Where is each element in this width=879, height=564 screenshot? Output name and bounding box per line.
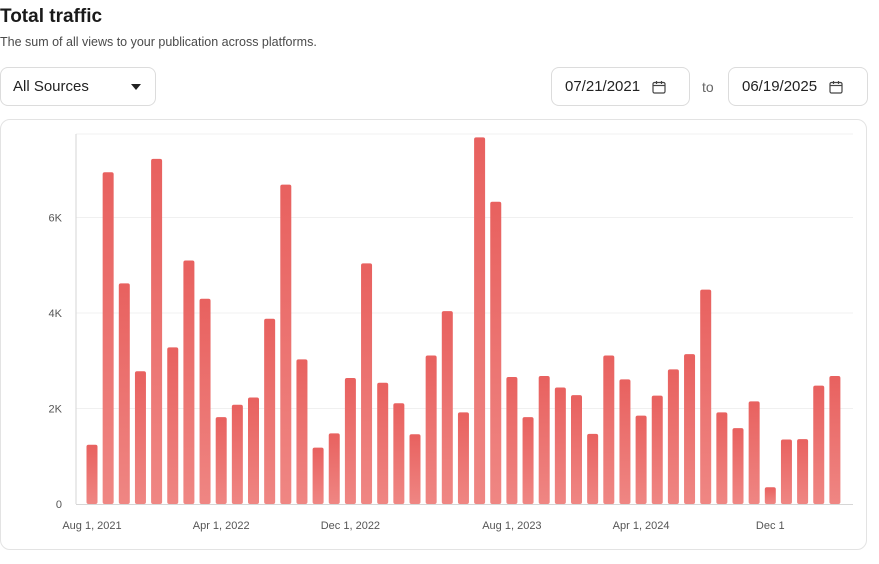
bar[interactable] [813,385,825,504]
calendar-icon[interactable] [829,80,843,94]
start-date-field[interactable]: 07/21/2021 [551,67,690,106]
bar[interactable] [506,377,518,504]
page-title: Total traffic [0,6,103,27]
bar[interactable] [344,377,356,504]
bar[interactable] [134,371,146,504]
y-tick-label: 6K [49,213,63,225]
x-tick-label: Aug 1, 2023 [482,520,541,532]
source-select-value: All Sources [13,78,89,95]
calendar-icon[interactable] [652,80,666,94]
bar[interactable] [635,415,647,504]
bar[interactable] [554,387,566,504]
y-tick-label: 4K [49,308,63,320]
bar[interactable] [716,412,728,504]
bar[interactable] [280,184,292,505]
bar[interactable] [700,289,712,504]
bar[interactable] [603,355,615,504]
end-date-value: 06/19/2025 [742,78,818,95]
bar[interactable] [748,401,760,504]
x-tick-label: Aug 1, 2021 [62,520,121,532]
bar[interactable] [571,395,582,504]
bar[interactable] [797,439,809,504]
bar[interactable] [215,417,227,504]
bar[interactable] [587,433,599,504]
y-tick-label: 2K [49,404,63,416]
start-date-value: 07/21/2021 [565,78,641,95]
bar[interactable] [183,260,195,504]
bar[interactable] [86,444,98,504]
y-tick-label: 0 [56,499,62,511]
bar[interactable] [199,298,211,504]
bar[interactable] [441,311,453,504]
bar[interactable] [296,359,308,504]
bar[interactable] [651,395,663,504]
date-range-separator: to [702,79,714,95]
bar[interactable] [393,403,405,504]
bar[interactable] [102,172,114,504]
page-subtitle: The sum of all views to your publication… [0,35,317,49]
traffic-bar-chart: 0 2K 4K 6K Aug 1, 2021 Apr 1, 2022 Dec 1, 2022… [49,133,853,532]
bar[interactable] [312,447,324,504]
chart-card: 0 2K 4K 6K Aug 1, 2021 Apr 1, 2022 Dec 1, 2022… [0,119,867,550]
bar[interactable] [619,379,631,504]
bar[interactable] [231,404,243,504]
bar[interactable] [538,376,550,504]
bar[interactable] [474,137,486,504]
bar[interactable] [328,433,340,504]
bar[interactable] [264,318,276,504]
bar[interactable] [118,283,130,504]
x-tick-label: Apr 1, 2022 [193,520,250,532]
bar[interactable] [490,201,502,504]
bar[interactable] [361,263,373,504]
bar[interactable] [377,382,389,504]
bar[interactable] [780,439,792,504]
bar[interactable] [829,376,841,504]
bar[interactable] [151,158,163,504]
bar[interactable] [764,487,776,504]
bar[interactable] [167,347,179,504]
end-date-field[interactable]: 06/19/2025 [728,67,868,106]
bar[interactable] [522,417,534,504]
x-tick-label: Dec 1 [756,520,785,532]
bar[interactable] [409,434,421,504]
bar[interactable] [684,354,696,504]
bar[interactable] [732,428,744,504]
source-select[interactable]: All Sources [0,67,156,106]
x-tick-label: Apr 1, 2024 [613,520,670,532]
bar[interactable] [667,369,679,504]
bar[interactable] [425,355,437,504]
chevron-down-icon [131,83,141,90]
bar[interactable] [248,397,259,504]
x-tick-label: Dec 1, 2022 [321,520,380,532]
bar[interactable] [457,412,469,504]
